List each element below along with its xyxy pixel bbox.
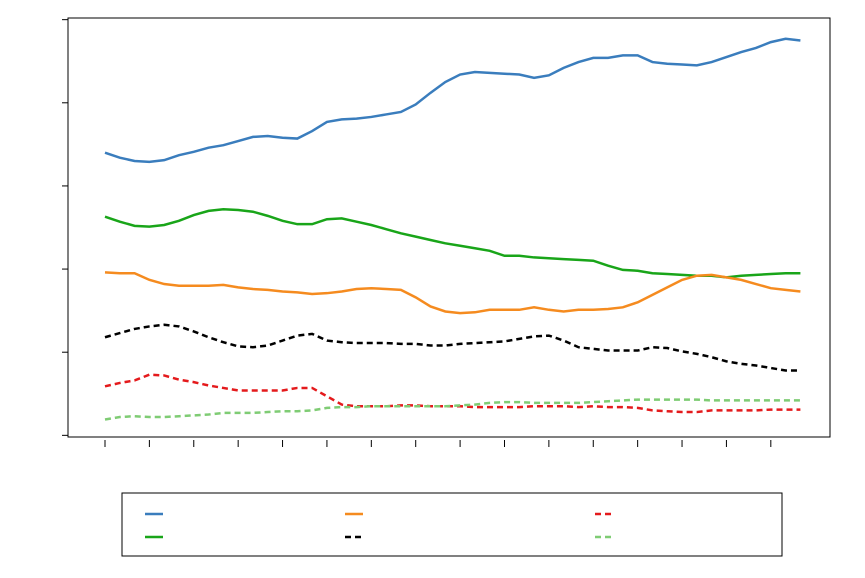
series-line — [104, 373, 801, 414]
legend-box — [121, 492, 783, 557]
series-line — [104, 271, 801, 315]
series-line — [104, 323, 801, 372]
plot-frame — [67, 17, 831, 438]
series-line — [104, 207, 801, 279]
series-line — [104, 37, 801, 164]
series-line — [104, 398, 801, 421]
